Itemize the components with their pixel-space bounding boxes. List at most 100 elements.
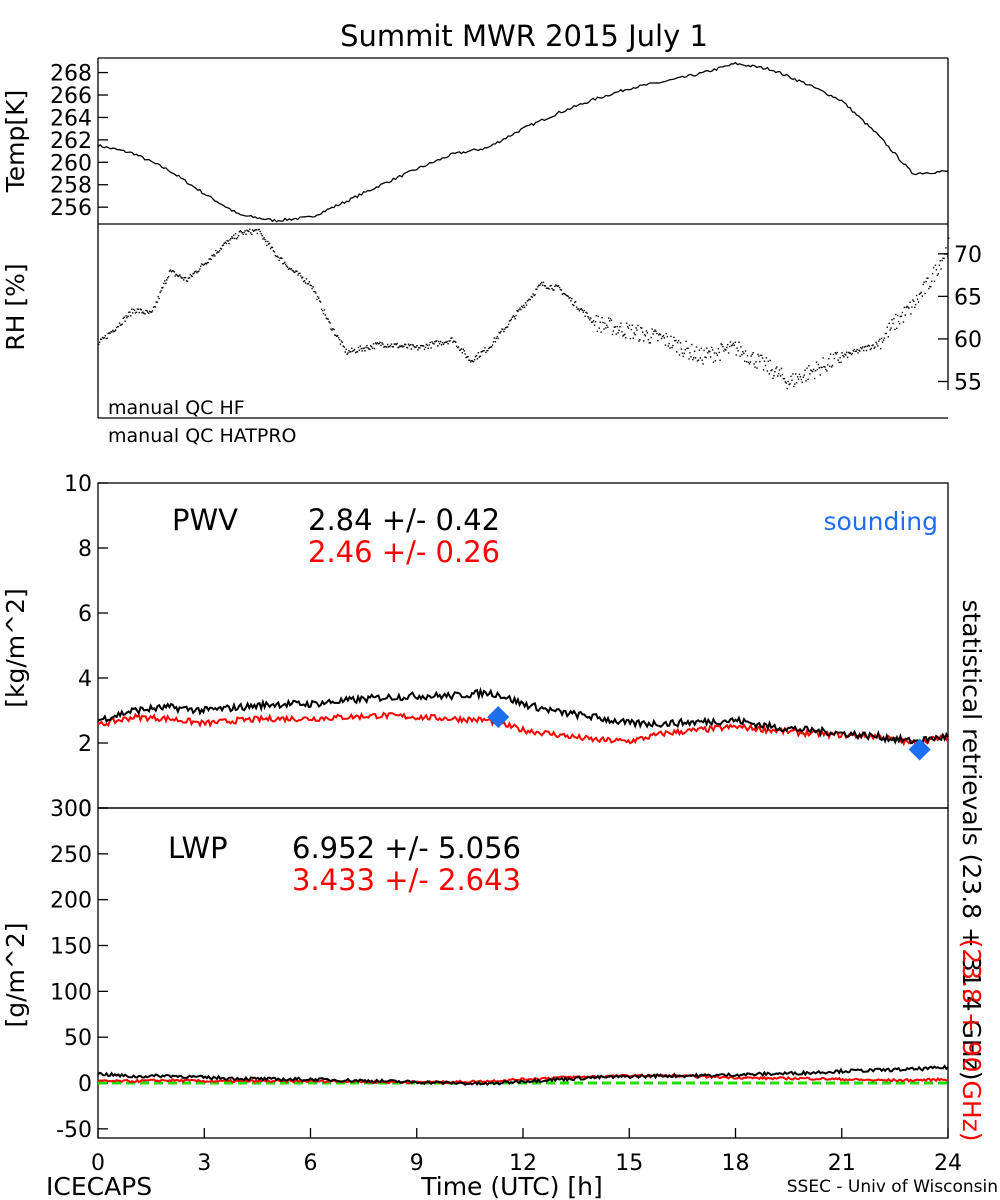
rh-point bbox=[874, 346, 876, 348]
rh-point bbox=[675, 339, 677, 342]
rh-point bbox=[387, 346, 390, 348]
rh-point bbox=[227, 240, 229, 242]
rh-point bbox=[648, 342, 650, 344]
rh-point bbox=[361, 350, 363, 352]
rh-point bbox=[778, 369, 781, 371]
rh-point bbox=[750, 355, 752, 357]
rh-point bbox=[828, 358, 830, 360]
rh-point bbox=[612, 330, 615, 332]
rh-point bbox=[817, 363, 820, 366]
rh-point bbox=[879, 338, 881, 340]
rh-point bbox=[546, 287, 548, 289]
rh-point bbox=[289, 268, 292, 270]
rh-point bbox=[731, 344, 734, 346]
lwp-stat-black: 6.952 +/- 5.056 bbox=[292, 831, 521, 865]
rh-point bbox=[247, 230, 249, 232]
rh-point bbox=[380, 344, 382, 347]
rh-point bbox=[944, 253, 946, 255]
rh-point bbox=[748, 363, 751, 365]
lwp-annotation: LWP bbox=[168, 831, 228, 865]
rh-point bbox=[378, 342, 380, 345]
rh-point bbox=[499, 332, 501, 334]
rh-point bbox=[432, 342, 434, 345]
rh-point bbox=[315, 292, 317, 294]
y-tick-label: 0 bbox=[78, 1072, 92, 1097]
rh-point bbox=[430, 347, 432, 349]
rh-point bbox=[442, 343, 445, 346]
rh-point bbox=[674, 340, 676, 342]
rh-point bbox=[104, 335, 106, 337]
rh-point bbox=[543, 285, 546, 287]
rh-point bbox=[542, 281, 545, 284]
rh-point bbox=[847, 351, 850, 354]
rh-point bbox=[98, 343, 100, 346]
rh-point bbox=[598, 327, 600, 329]
rh-point bbox=[855, 350, 857, 352]
rh-point bbox=[300, 275, 302, 277]
rh-point bbox=[669, 347, 671, 349]
rh-point bbox=[652, 333, 654, 335]
rh-point bbox=[854, 350, 856, 353]
rh-point bbox=[926, 277, 928, 279]
rh-point bbox=[692, 358, 694, 361]
rh-point bbox=[362, 347, 364, 350]
lwp-red-series-line bbox=[97, 1073, 949, 1085]
rh-point bbox=[221, 244, 224, 247]
rh-point bbox=[935, 269, 938, 271]
rh-point bbox=[715, 352, 718, 354]
rh-point bbox=[863, 346, 866, 348]
rh-point bbox=[681, 352, 684, 354]
rh-point bbox=[898, 323, 901, 325]
rh-point bbox=[438, 342, 441, 345]
rh-point bbox=[254, 229, 257, 231]
rh-point bbox=[867, 344, 870, 346]
rh-point bbox=[447, 343, 449, 345]
rh-point bbox=[738, 341, 740, 343]
rh-point bbox=[353, 348, 356, 351]
y-tick-label: 260 bbox=[50, 151, 92, 176]
rh-point bbox=[319, 300, 321, 302]
rh-point bbox=[158, 297, 160, 300]
rh-point bbox=[807, 378, 809, 380]
rh-point bbox=[691, 343, 693, 346]
rh-point bbox=[480, 351, 482, 353]
rh-point bbox=[376, 342, 378, 344]
rh-point bbox=[425, 343, 428, 346]
rh-point bbox=[339, 343, 342, 345]
rh-point bbox=[518, 309, 520, 311]
rh-point bbox=[541, 284, 544, 286]
rh-point bbox=[656, 332, 658, 335]
rh-point bbox=[925, 281, 927, 283]
rh-point bbox=[171, 270, 174, 272]
rh-point bbox=[515, 314, 517, 317]
rh-point bbox=[122, 317, 124, 319]
rh-point bbox=[727, 352, 730, 354]
rh-point bbox=[863, 349, 865, 352]
rh-point bbox=[762, 369, 765, 371]
rh-point bbox=[237, 235, 240, 237]
rh-point bbox=[239, 230, 242, 232]
rh-point bbox=[832, 353, 835, 356]
y-tick-label: 266 bbox=[50, 84, 92, 109]
rh-point bbox=[912, 299, 914, 301]
rh-point bbox=[600, 331, 602, 333]
rh-point bbox=[902, 321, 905, 323]
rh-point bbox=[495, 337, 497, 340]
rh-point bbox=[366, 344, 368, 347]
rh-point bbox=[492, 341, 495, 343]
x-tick-label: 6 bbox=[304, 1151, 318, 1176]
rh-point bbox=[392, 346, 395, 348]
lwp-y-ticks: -50 0 50 100 150 200 250 300 bbox=[50, 797, 108, 1143]
rh-point bbox=[149, 311, 152, 313]
rh-point bbox=[116, 325, 119, 328]
rh-point bbox=[494, 341, 497, 343]
rh-point bbox=[345, 348, 347, 350]
rh-point bbox=[939, 260, 941, 262]
y-tick-label: 100 bbox=[50, 980, 92, 1005]
rh-point bbox=[166, 279, 168, 281]
rh-point bbox=[379, 341, 381, 343]
rh-point bbox=[390, 343, 393, 345]
rh-point bbox=[709, 350, 711, 353]
rh-point bbox=[927, 277, 929, 279]
rh-point bbox=[538, 284, 540, 286]
